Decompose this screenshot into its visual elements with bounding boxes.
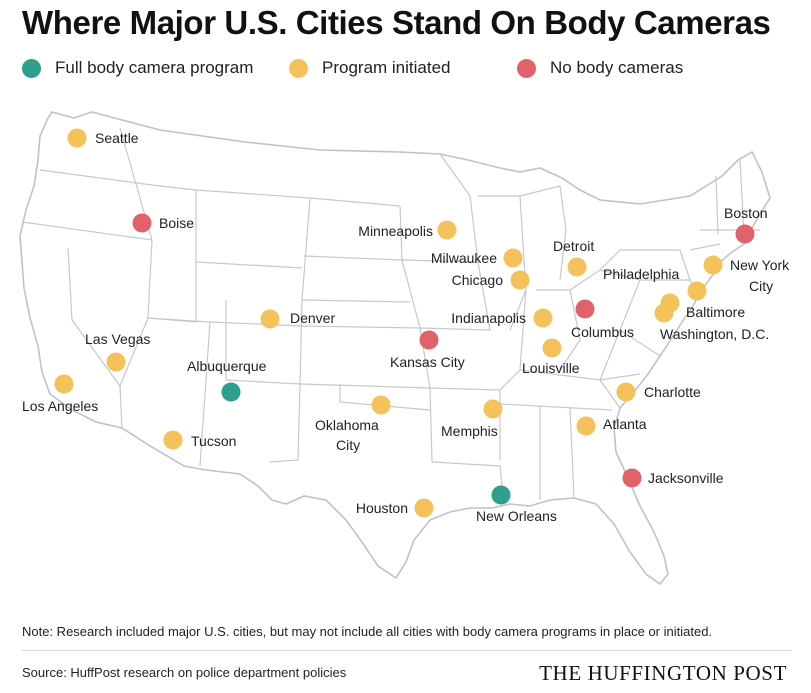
city-marker-full-icon xyxy=(491,485,511,505)
map-title: Where Major U.S. Cities Stand On Body Ca… xyxy=(22,4,771,41)
city-label: City xyxy=(749,278,773,294)
city-label: Los Angeles xyxy=(22,398,98,414)
divider xyxy=(22,650,792,651)
city-label: Albuquerque xyxy=(187,358,267,374)
footnote: Note: Research included major U.S. citie… xyxy=(22,624,713,639)
legend-item-full: Full body camera program xyxy=(22,58,253,78)
city-marker-none-icon xyxy=(419,330,439,350)
city-label: Indianapolis xyxy=(451,310,526,326)
legend-item-none: No body cameras xyxy=(517,58,683,78)
city-label: New Orleans xyxy=(476,508,557,524)
city-marker-initiated-icon xyxy=(542,338,562,358)
city-albuquerque: Albuquerque xyxy=(187,358,267,402)
city-marker-initiated-icon xyxy=(54,374,74,394)
city-atlanta: Atlanta xyxy=(576,416,647,436)
legend-label-initiated: Program initiated xyxy=(322,58,451,77)
city-houston: Houston xyxy=(356,498,434,518)
city-boston: Boston xyxy=(724,205,768,244)
city-louisville: Louisville xyxy=(522,338,580,376)
legend-item-initiated: Program initiated xyxy=(289,58,451,78)
legend-label-full: Full body camera program xyxy=(55,58,254,77)
city-minneapolis: Minneapolis xyxy=(358,220,457,240)
city-new-orleans: New Orleans xyxy=(476,485,557,524)
city-marker-initiated-icon xyxy=(503,248,523,268)
city-memphis: Memphis xyxy=(441,399,503,439)
legend: Full body camera program Program initiat… xyxy=(22,58,802,80)
city-label: Seattle xyxy=(95,130,139,146)
city-label: Louisville xyxy=(522,360,580,376)
city-label: Atlanta xyxy=(603,416,647,432)
city-label: Boise xyxy=(159,215,194,231)
legend-dot-initiated-icon xyxy=(289,58,308,78)
city-label: Jacksonville xyxy=(648,470,724,486)
city-philadelphia: Philadelphia xyxy=(603,266,707,301)
city-marker-initiated-icon xyxy=(533,308,553,328)
city-charlotte: Charlotte xyxy=(616,382,701,402)
city-marker-initiated-icon xyxy=(567,257,587,277)
city-marker-initiated-icon xyxy=(687,281,707,301)
city-marker-initiated-icon xyxy=(67,128,87,148)
city-marker-initiated-icon xyxy=(260,309,280,329)
legend-dot-none-icon xyxy=(517,58,536,78)
city-marker-initiated-icon xyxy=(576,416,596,436)
city-label: Milwaukee xyxy=(431,250,497,266)
city-marker-initiated-icon xyxy=(703,255,723,275)
city-label: Washington, D.C. xyxy=(660,326,769,342)
city-new-york-city: New York City xyxy=(703,255,790,294)
city-marker-initiated-icon xyxy=(654,303,674,323)
city-marker-initiated-icon xyxy=(106,352,126,372)
legend-dot-full-icon xyxy=(22,58,41,78)
cities-layer: Seattle Boise Minneapolis Boston Milwaukee De… xyxy=(22,128,790,524)
city-label: Chicago xyxy=(452,272,504,288)
city-columbus: Columbus xyxy=(571,299,634,340)
city-marker-initiated-icon xyxy=(163,430,183,450)
city-seattle: Seattle xyxy=(67,128,139,148)
city-label: Oklahoma xyxy=(315,417,379,433)
city-label: Memphis xyxy=(441,423,498,439)
city-marker-initiated-icon xyxy=(371,395,391,415)
city-label: Columbus xyxy=(571,324,634,340)
city-marker-initiated-icon xyxy=(414,498,434,518)
city-marker-none-icon xyxy=(735,224,755,244)
city-tucson: Tucson xyxy=(163,430,236,450)
us-map: Seattle Boise Minneapolis Boston Milwaukee De… xyxy=(19,111,790,586)
city-label: Kansas City xyxy=(390,354,465,370)
brand-wordmark: THE HUFFINGTON POST xyxy=(539,661,787,685)
source-line: Source: HuffPost research on police depa… xyxy=(22,665,347,680)
city-label: Denver xyxy=(290,310,335,326)
city-detroit: Detroit xyxy=(553,238,594,277)
city-label: Boston xyxy=(724,205,768,221)
city-denver: Denver xyxy=(260,309,335,329)
city-marker-initiated-icon xyxy=(437,220,457,240)
city-marker-initiated-icon xyxy=(510,270,530,290)
city-label: Charlotte xyxy=(644,384,701,400)
city-kansas-city: Kansas City xyxy=(390,330,465,370)
city-label: Minneapolis xyxy=(358,223,433,239)
city-marker-none-icon xyxy=(622,468,642,488)
city-oklahoma-city: Oklahoma City xyxy=(315,395,391,453)
city-label: Tucson xyxy=(191,433,236,449)
city-label: Detroit xyxy=(553,238,594,254)
city-label: Las Vegas xyxy=(85,331,150,347)
city-marker-none-icon xyxy=(132,213,152,233)
city-marker-none-icon xyxy=(575,299,595,319)
city-chicago: Chicago xyxy=(452,270,530,290)
city-label: Baltimore xyxy=(686,304,745,320)
city-milwaukee: Milwaukee xyxy=(431,248,523,268)
city-indianapolis: Indianapolis xyxy=(451,308,553,328)
city-las-vegas: Las Vegas xyxy=(85,331,150,372)
city-marker-initiated-icon xyxy=(483,399,503,419)
city-label: City xyxy=(336,437,360,453)
legend-label-none: No body cameras xyxy=(550,58,684,77)
city-los-angeles: Los Angeles xyxy=(22,374,98,414)
us-outline xyxy=(19,111,771,586)
city-jacksonville: Jacksonville xyxy=(622,468,724,488)
city-label: Philadelphia xyxy=(603,266,679,282)
city-washington-d-c: Washington, D.C. xyxy=(654,303,769,342)
city-marker-full-icon xyxy=(221,382,241,402)
city-marker-initiated-icon xyxy=(616,382,636,402)
city-boise: Boise xyxy=(132,213,194,233)
city-label: Houston xyxy=(356,500,408,516)
city-label: New York xyxy=(730,257,790,273)
